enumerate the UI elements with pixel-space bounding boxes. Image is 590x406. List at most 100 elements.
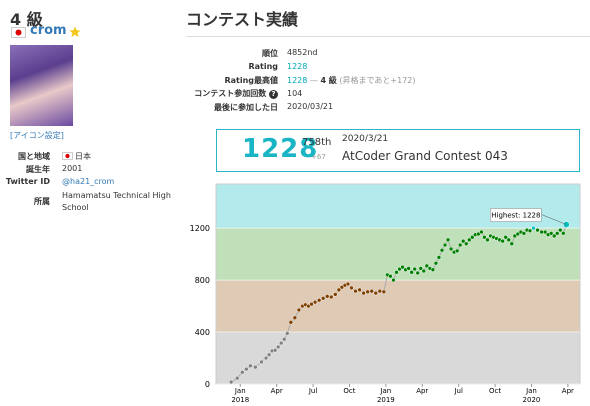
rating-point (244, 366, 249, 372)
rating-point (436, 255, 442, 260)
rating-point (388, 273, 393, 279)
rating-point (349, 285, 354, 291)
stat-label: コンテスト参加回数 ? (150, 88, 278, 99)
x-tick-year: 2019 (377, 396, 395, 404)
x-tick-label: Jul (308, 387, 318, 395)
rating-point (421, 268, 427, 274)
profile-value: 日本 (75, 152, 91, 161)
rating-point (506, 237, 511, 243)
rating-point (509, 241, 514, 246)
rating-point (503, 234, 508, 240)
rating-point (460, 238, 466, 244)
profile-label: 所属 (34, 197, 50, 206)
rating-point (551, 233, 557, 239)
rating-point (275, 344, 281, 350)
rating-point (439, 247, 445, 253)
rating-point (336, 287, 342, 293)
rating-point (345, 281, 351, 287)
rating-point (365, 289, 370, 295)
star-icon (69, 26, 81, 37)
rating-point (353, 288, 358, 294)
rating-point (320, 296, 326, 301)
x-tick-label: Jan (234, 387, 246, 395)
x-tick-label: Oct (343, 387, 355, 395)
profile-value: Hamamatsu Technical High School (62, 191, 171, 212)
divider (186, 36, 590, 37)
profile-label: 国と地域 (18, 152, 50, 161)
rating-point (329, 294, 334, 300)
rating-point (333, 292, 338, 297)
rating-point (285, 331, 290, 336)
user-grade: 4 級 (10, 10, 43, 29)
rating-point (361, 290, 366, 296)
rating-point (542, 229, 548, 235)
rating-point (448, 246, 454, 252)
rating-point (521, 231, 527, 236)
x-tick-label: Jan (379, 387, 391, 395)
rating-point (278, 340, 284, 346)
avatar-settings-link[interactable]: [アイコン設定] (10, 131, 64, 140)
separator: — (309, 76, 318, 85)
rating-point (288, 320, 294, 325)
rating-point (357, 287, 362, 293)
rating-point (457, 242, 463, 248)
x-tick-label: Oct (489, 387, 501, 395)
rating-point (373, 290, 379, 296)
rating-point (259, 359, 264, 365)
rating-point (415, 270, 420, 276)
stat-value: 4852nd (287, 48, 318, 57)
card-contest-name: AtCoder Grand Contest 043 (342, 149, 508, 163)
profile-value[interactable]: @ha21_crom (62, 177, 115, 186)
rating-point (248, 363, 253, 369)
x-tick-label: Jan (525, 387, 537, 395)
rating-point (309, 301, 314, 307)
rating-point (316, 297, 322, 303)
stat-value: 2020/03/21 (287, 102, 334, 111)
promotion-note: (昇格まであと+172) (339, 76, 416, 85)
rating-point (412, 266, 417, 272)
profile-label: Twitter ID (5, 177, 50, 186)
stat-value: 104 (287, 89, 303, 98)
rating-point (464, 241, 469, 246)
rating-point (228, 379, 234, 385)
rating-point (433, 260, 439, 266)
x-tick-label: Apr (416, 387, 428, 395)
highlight-box (490, 208, 542, 222)
stat-value: 1228 (287, 62, 308, 71)
rating-point (234, 375, 240, 381)
x-tick-year: 2020 (523, 396, 541, 404)
rating-point (500, 238, 505, 244)
rating-point (409, 270, 414, 275)
highlight-label: Highest: 1228 (491, 212, 540, 220)
rating-point (418, 266, 423, 271)
rating-point (400, 264, 405, 270)
rating-point (454, 248, 460, 254)
help-icon[interactable]: ? (269, 90, 278, 99)
rating-point (312, 299, 318, 305)
rating-point (467, 237, 472, 243)
rating-point (561, 230, 566, 236)
rating-band (216, 280, 580, 333)
rating-point (470, 234, 475, 240)
profile-label: 誕生年 (26, 165, 50, 174)
stat-label: Rating最高値 (224, 76, 278, 85)
x-tick-label: Apr (562, 387, 574, 395)
rating-point (240, 370, 245, 375)
rating-point (479, 229, 484, 235)
username[interactable]: crom (30, 23, 67, 38)
rating-point (406, 266, 411, 271)
rating-point (369, 288, 374, 294)
rating-band (216, 332, 580, 384)
rating-point (324, 294, 330, 299)
x-tick-label: Jul (453, 387, 463, 395)
rating-point (263, 355, 269, 361)
section-title: コンテスト実績 (186, 10, 299, 29)
avatar (10, 45, 73, 126)
card-rating: 1228 (242, 134, 319, 164)
rating-point (558, 227, 563, 233)
rating-point (531, 225, 536, 231)
highlight-connector (541, 214, 567, 225)
rating-point (381, 289, 387, 295)
stat-label: 最後に参加した日 (214, 103, 278, 112)
